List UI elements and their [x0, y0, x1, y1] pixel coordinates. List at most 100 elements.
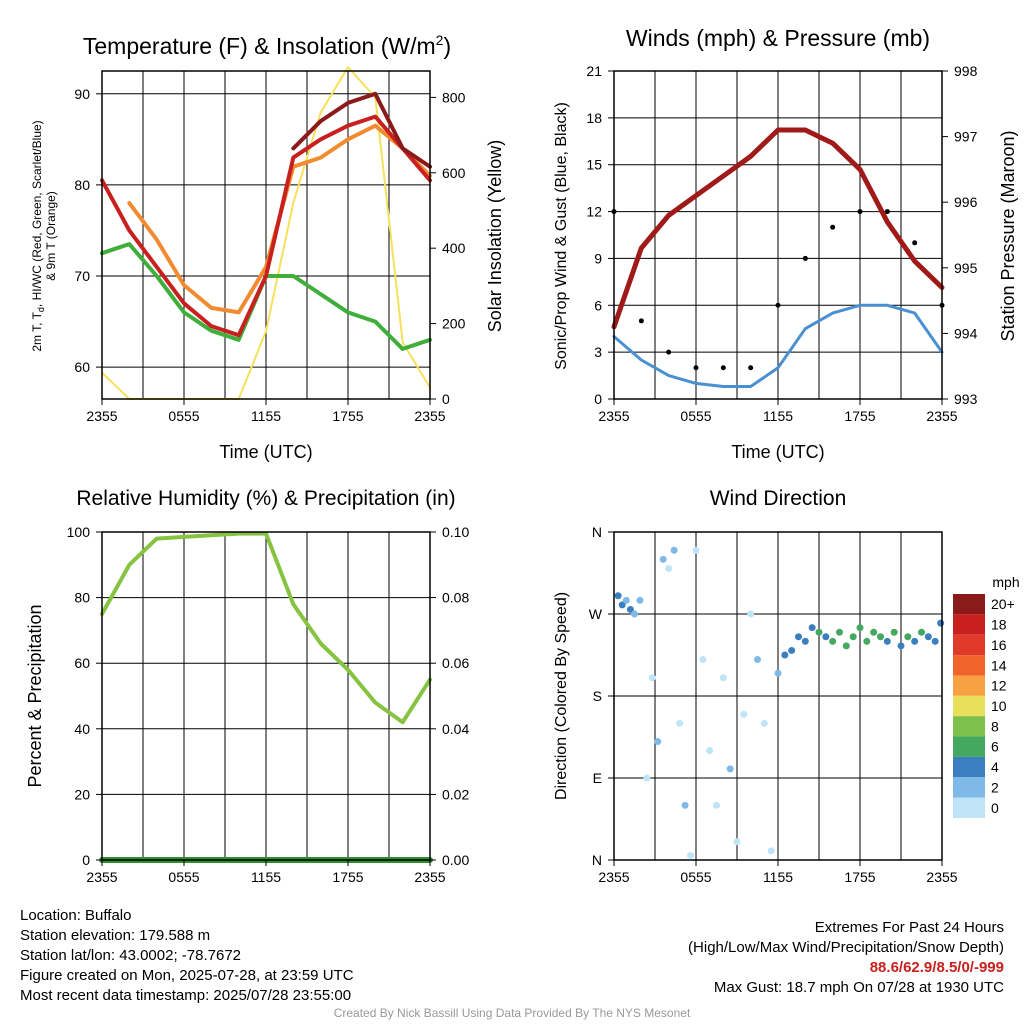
temp-right-axis-label: Solar Insolation (Yellow) — [485, 140, 505, 332]
colorbar-label: 2 — [991, 779, 999, 795]
gust-point — [775, 302, 781, 308]
temp-y-tick-label-right: 600 — [442, 165, 466, 181]
wind-right-axis-label: Station Pressure (Maroon) — [998, 130, 1018, 341]
dir-y-ticks-left: N E S W N — [589, 524, 614, 868]
direction-point — [643, 774, 651, 782]
direction-point — [713, 801, 720, 809]
rh-x-tick-label: 0555 — [168, 869, 199, 885]
elevation-text: Station elevation: 179.588 m — [20, 927, 211, 944]
rh-y-tick-label: 100 — [67, 524, 91, 540]
direction-point — [665, 564, 673, 572]
wind-x-tick-label: 0555 — [680, 408, 711, 424]
dir-y-tick-label: N — [592, 524, 602, 540]
wind-x-tick-label: 1755 — [844, 408, 875, 424]
dir-y-tick-label: N — [592, 852, 602, 868]
colorbar-label: 0 — [991, 800, 999, 816]
gust-point — [638, 318, 644, 324]
location-text: Location: Buffalo — [20, 907, 132, 924]
temp-y-tick-label: 60 — [74, 359, 90, 375]
direction-point — [911, 637, 919, 645]
extremes-values: 88.6/62.9/8.5/0/-999 — [869, 959, 1004, 976]
colorbar-swatch — [953, 594, 985, 615]
colorbar-label: 8 — [991, 718, 999, 734]
extremes-title: Extremes For Past 24 Hours — [814, 919, 1004, 936]
rh-y-tick-label: 60 — [74, 655, 90, 671]
dir-x-ticks: 2355 0555 1155 1755 2355 — [598, 860, 958, 885]
temp-x-tick-label: 2355 — [86, 408, 117, 424]
colorbar-label: 20+ — [991, 596, 1015, 612]
colorbar-swatch — [953, 736, 985, 757]
direction-point — [681, 801, 689, 809]
extremes-info: Extremes For Past 24 Hours (High/Low/Max… — [688, 918, 1004, 998]
gust-point — [666, 349, 672, 355]
wind-y-tick-label: 3 — [594, 344, 602, 360]
temperature-panel: Temperature (F) & Insolation (W/m2) 2355… — [30, 32, 505, 462]
wind-y-tick-label-right: 997 — [954, 129, 978, 145]
max-gust-text: Max Gust: 18.7 mph On 07/28 at 1930 UTC — [713, 979, 1004, 996]
wind-title: Winds (mph) & Pressure (mb) — [626, 25, 930, 51]
direction-point — [733, 838, 741, 846]
gust-point — [857, 209, 863, 215]
credit-line: Created By Nick Bassill Using Data Provi… — [333, 1006, 691, 1020]
direction-point — [622, 596, 630, 604]
wind-y-tick-label-right: 996 — [954, 194, 978, 210]
direction-point — [904, 633, 912, 641]
direction-point — [815, 628, 823, 636]
direction-point — [931, 637, 939, 645]
direction-point — [788, 646, 796, 654]
temp-y-axis-label: 2m T, Td, HI/WC (Red, Green, Scarlet/Blu… — [30, 120, 58, 351]
wind-y-axis-label: Sonic/Prop Wind & Gust (Blue, Black) — [553, 102, 570, 370]
direction-point — [719, 674, 727, 682]
rh-title: Relative Humidity (%) & Precipitation (i… — [76, 487, 455, 510]
direction-point — [654, 738, 662, 746]
rh-x-tick-label: 2355 — [414, 869, 445, 885]
temp-y-tick-label-right: 800 — [442, 89, 466, 105]
temp-y-tick-label: 80 — [74, 177, 90, 193]
wind-plot-area — [611, 127, 945, 388]
wind-y-ticks-left: 0 3 6 9 12 15 18 21 — [586, 63, 614, 407]
direction-point — [897, 642, 905, 650]
temp-y-tick-label-right: 0 — [442, 391, 450, 407]
rh-y-tick-label: 20 — [74, 786, 90, 802]
colorbar-swatch — [953, 634, 985, 656]
rh-y-tick-label-right: 0.04 — [442, 721, 469, 737]
direction-point — [822, 633, 830, 641]
temp-x-tick-label: 1155 — [251, 408, 281, 424]
direction-point — [626, 605, 634, 613]
temperature-line — [100, 114, 432, 338]
direction-point — [808, 624, 816, 632]
temp-x-ticks: 2355 0555 1155 1755 2355 — [86, 399, 446, 424]
colorbar-label: 10 — [991, 698, 1007, 714]
dir-y-axis-label: Direction (Colored By Speed) — [553, 592, 570, 800]
colorbar-swatch — [953, 655, 985, 676]
direction-point — [801, 637, 809, 645]
colorbar-label: 12 — [991, 678, 1007, 694]
direction-point — [740, 710, 748, 718]
rh-y-tick-label-right: 0.08 — [442, 590, 469, 606]
wind-panel: Winds (mph) & Pressure (mb) 2355 0555 1155… — [553, 25, 1018, 462]
direction-point — [863, 637, 871, 645]
dir-plot-area — [614, 546, 945, 859]
direction-point — [747, 610, 755, 618]
colorbar-label: 18 — [991, 617, 1007, 633]
temp-plot-area — [100, 66, 432, 400]
dir-y-tick-label: S — [593, 688, 602, 704]
wind-gridlines — [614, 71, 942, 399]
pressure-line — [611, 127, 945, 330]
temp-y-ticks-right: 0 200 400 600 800 — [430, 89, 466, 407]
temp-y-tick-label: 70 — [74, 268, 90, 284]
wind-y-tick-label-right: 998 — [954, 63, 978, 79]
colorbar-swatch — [953, 756, 985, 778]
rh-x-tick-label: 2355 — [86, 869, 117, 885]
direction-point — [883, 637, 891, 645]
gust-point — [748, 365, 754, 371]
colorbar-title: mph — [992, 574, 1019, 590]
wind-y-tick-label: 9 — [594, 250, 602, 266]
wind-x-axis-label: Time (UTC) — [731, 442, 824, 462]
rh-x-tick-label: 1755 — [332, 869, 363, 885]
rh-y-tick-label: 80 — [74, 590, 90, 606]
latlon-text: Station lat/lon: 43.0002; -78.7672 — [20, 947, 242, 964]
dir-x-tick-label: 0555 — [680, 869, 711, 885]
direction-point — [659, 555, 667, 563]
rh-y-tick-label: 40 — [74, 721, 90, 737]
